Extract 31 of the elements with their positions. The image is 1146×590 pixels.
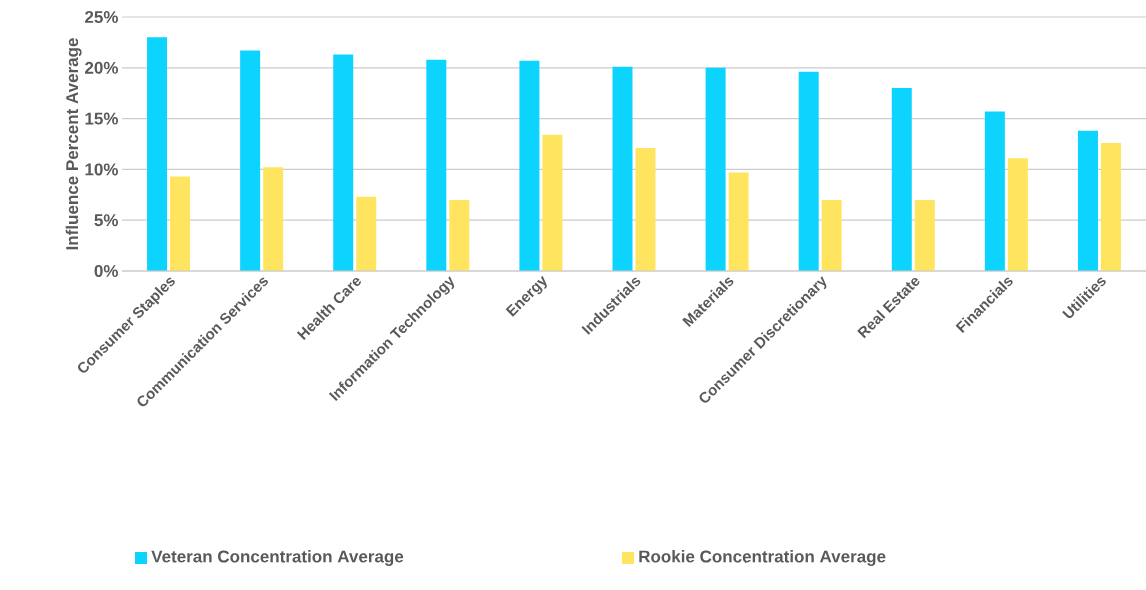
y-tick-label: 10% xyxy=(85,163,119,176)
bar xyxy=(798,71,819,271)
bar xyxy=(426,59,447,271)
legend-label: Veteran Concentration Average xyxy=(151,550,404,566)
bar xyxy=(356,196,377,271)
bar xyxy=(635,148,656,271)
y-tick-label: 0% xyxy=(94,264,119,278)
bar xyxy=(728,172,749,271)
y-tick-label: 5% xyxy=(94,214,119,227)
bar xyxy=(705,67,726,271)
bar xyxy=(449,199,470,271)
bar xyxy=(333,54,354,271)
bar xyxy=(891,88,912,271)
bar xyxy=(170,176,191,271)
bar xyxy=(984,111,1005,271)
legend-label: Rookie Concentration Average xyxy=(639,550,886,566)
bar xyxy=(821,199,842,271)
bar xyxy=(612,66,633,271)
bar xyxy=(914,199,935,271)
y-axis-title: Influence Percent Average xyxy=(65,38,82,250)
bar xyxy=(519,60,540,271)
bar xyxy=(240,50,261,271)
bar xyxy=(147,37,168,271)
y-tick-label: 20% xyxy=(85,61,119,74)
bar xyxy=(1077,130,1098,271)
bar xyxy=(1007,158,1028,271)
y-tick-label: 25% xyxy=(85,10,119,24)
bar xyxy=(542,134,563,271)
bar xyxy=(263,167,284,271)
y-tick-label: 15% xyxy=(85,112,119,125)
bar xyxy=(1100,142,1121,271)
